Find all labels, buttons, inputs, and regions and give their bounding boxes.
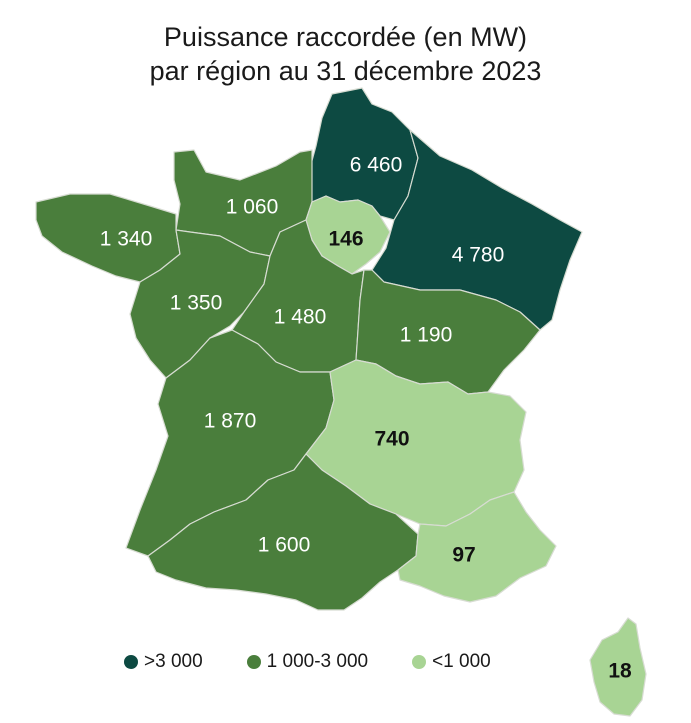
value-label-bretagne: 1 340	[100, 228, 153, 251]
legend-item-high: >3 000	[124, 651, 203, 673]
value-label-normandie: 1 060	[226, 196, 279, 219]
legend-swatch-high	[124, 655, 138, 669]
value-label-occitanie: 1 600	[258, 534, 311, 557]
value-label-provence-alpes-cote-dazur: 97	[452, 544, 475, 567]
value-label-centre-val-de-loire: 1 480	[274, 306, 327, 329]
value-label-corse: 18	[608, 660, 632, 683]
map-title-line-2: par région au 31 décembre 2023	[149, 56, 542, 86]
value-label-nouvelle-aquitaine: 1 870	[204, 410, 257, 433]
region-provence-alpes-cote-dazur	[397, 491, 557, 603]
value-label-grand-est: 4 780	[452, 244, 505, 267]
legend-item-low: <1 000	[412, 651, 491, 673]
region-corse	[589, 617, 647, 717]
legend-item-mid: 1 000-3 000	[246, 651, 369, 673]
value-label-pays-de-la-loire: 1 350	[170, 292, 223, 315]
value-label-hauts-de-france: 6 460	[350, 154, 403, 177]
legend-label-high: >3 000	[144, 651, 203, 672]
value-label-bourgogne-franche-comte: 1 190	[400, 324, 453, 347]
legend-swatch-low	[412, 655, 427, 669]
legend-label-low: <1 000	[432, 651, 491, 672]
value-label-ile-de-france: 146	[328, 228, 363, 251]
map-title-line-1: Puissance raccordée (en MW)	[163, 22, 528, 52]
map-legend: >3 000 1 000-3 000 <1 000	[124, 650, 535, 674]
map-title: Puissance raccordée (en MW) par région a…	[0, 20, 691, 88]
region-labels: 6 460 4 780 1 060 146 1 340 1 350 1 480 …	[100, 154, 632, 683]
value-label-auvergne-rhone-alpes: 740	[374, 428, 409, 451]
legend-label-mid: 1 000-3 000	[266, 651, 369, 672]
legend-swatch-mid	[246, 655, 261, 669]
